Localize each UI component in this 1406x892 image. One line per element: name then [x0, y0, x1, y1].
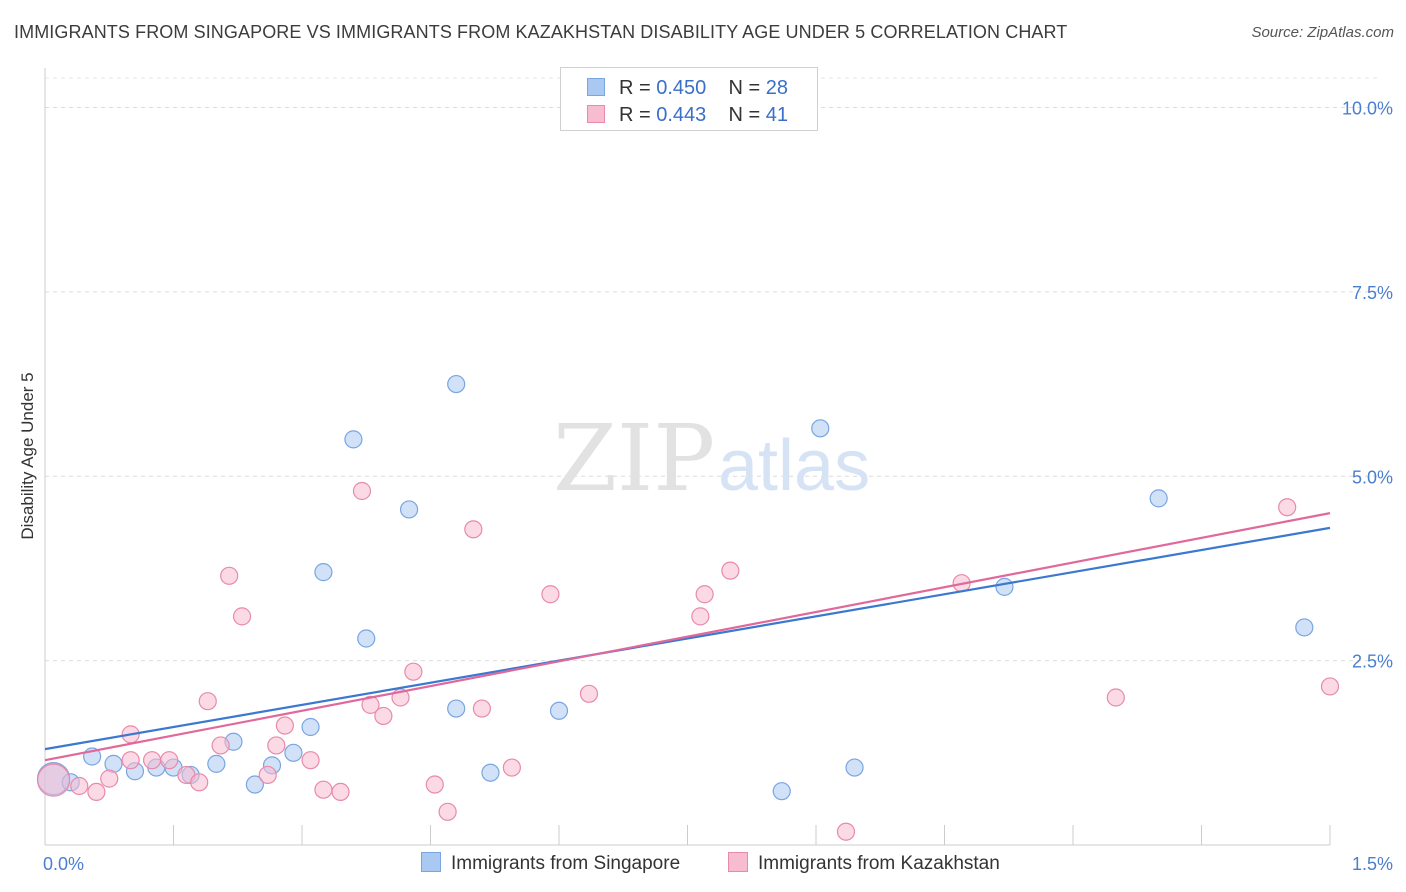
point-singapore [1149, 489, 1168, 508]
point-kazakhstan [70, 776, 89, 796]
point-kazakhstan [142, 751, 162, 770]
point-kazakhstan [374, 706, 393, 726]
x-tick-label: 0.0% [43, 854, 84, 874]
point-kazakhstan [331, 782, 350, 802]
legend-swatch-kazakhstan [587, 105, 605, 123]
bottom-legend-label-singapore: Immigrants from Singapore [451, 853, 681, 874]
point-kazakhstan [361, 695, 380, 714]
legend-r-label: R = [619, 104, 657, 126]
legend-r-value: 0.443 [656, 104, 707, 126]
bottom-legend-swatch-singapore [421, 852, 441, 872]
trendline-kazakhstan [44, 512, 1331, 762]
point-kazakhstan [314, 780, 333, 799]
point-singapore [481, 763, 500, 782]
point-kazakhstan [198, 692, 217, 711]
point-kazakhstan [472, 699, 491, 718]
point-kazakhstan [502, 758, 521, 777]
point-kazakhstan [211, 736, 230, 755]
point-kazakhstan [160, 751, 179, 770]
point-singapore [447, 374, 466, 394]
bottom-legend-swatch-kazakhstan [728, 852, 748, 872]
point-singapore [995, 577, 1014, 596]
point-singapore [772, 782, 791, 801]
point-kazakhstan [100, 769, 119, 788]
bottom-legend-label-kazakhstan: Immigrants from Kazakhstan [758, 853, 1000, 874]
point-kazakhstan [190, 773, 209, 792]
point-singapore [284, 743, 303, 762]
legend-r-label: R = [619, 77, 657, 99]
point-singapore [245, 775, 264, 794]
point-kazakhstan [220, 566, 239, 585]
point-singapore [811, 419, 830, 438]
point-kazakhstan [695, 585, 714, 604]
point-kazakhstan [836, 822, 856, 841]
point-kazakhstan [541, 585, 560, 604]
bottom-legend-singapore: Immigrants from Singapore [421, 852, 680, 875]
source-credit: Source: ZipAtlas.com [1251, 24, 1394, 41]
point-kazakhstan [721, 561, 740, 580]
point-kazakhstan [425, 775, 444, 794]
point-kazakhstan [438, 802, 457, 821]
trendline-singapore [44, 526, 1331, 751]
point-kazakhstan [87, 782, 106, 802]
y-tick-label: 2.5% [1352, 652, 1393, 672]
point-kazakhstan [404, 662, 423, 681]
point-kazakhstan [301, 751, 320, 770]
legend-swatch-singapore [587, 78, 605, 96]
legend-n-value: 28 [765, 77, 789, 99]
point-singapore [207, 754, 226, 773]
point-kazakhstan [275, 716, 294, 735]
legend: R = 0.450 N = 28 R = 0.443 N = 41 [560, 67, 818, 131]
x-tick-label: 1.5% [1352, 854, 1393, 874]
point-singapore [314, 563, 333, 582]
point-kazakhstan [121, 751, 140, 770]
point-kazakhstan [579, 684, 599, 703]
point-singapore [344, 430, 363, 449]
legend-r-value: 0.450 [656, 77, 707, 99]
point-kazakhstan [232, 607, 252, 626]
point-singapore [447, 699, 466, 718]
watermark-zip: ZIP [553, 405, 715, 512]
y-axis-label: Disability Age Under 5 [18, 372, 37, 540]
point-kazakhstan [1106, 688, 1125, 707]
point-singapore [549, 701, 569, 720]
bottom-legend-kazakhstan: Immigrants from Kazakhstan [728, 852, 1000, 875]
y-tick-label: 7.5% [1352, 283, 1393, 303]
legend-n-value: 41 [765, 104, 789, 126]
y-tick-label: 10.0% [1342, 99, 1393, 119]
watermark-atlas: atlas [718, 426, 870, 506]
point-kazakhstan [258, 765, 277, 785]
point-singapore [301, 717, 320, 737]
point-kazakhstan [267, 736, 286, 755]
point-kazakhstan [352, 481, 372, 501]
y-tick-label: 5.0% [1352, 467, 1393, 487]
point-kazakhstan [1278, 498, 1297, 517]
point-kazakhstan [464, 520, 483, 539]
point-kazakhstan [36, 763, 71, 797]
point-singapore [1295, 618, 1314, 637]
legend-n-label: N = [728, 77, 766, 99]
point-kazakhstan [1320, 677, 1340, 696]
point-singapore [357, 629, 376, 648]
point-kazakhstan [691, 607, 710, 626]
chart-title: IMMIGRANTS FROM SINGAPORE VS IMMIGRANTS … [14, 22, 1068, 42]
point-singapore [845, 758, 864, 777]
point-singapore [399, 500, 419, 519]
legend-n-label: N = [728, 104, 766, 126]
